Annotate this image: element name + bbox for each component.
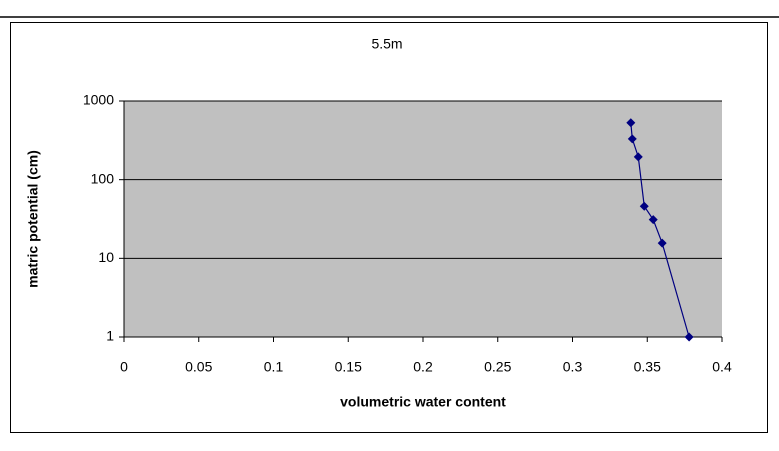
data-point [627,134,637,144]
x-tick-label: 0.4 [712,359,732,375]
x-tick-label: 0.1 [264,359,284,375]
x-tick-label: 0 [120,359,128,375]
data-point [626,118,636,128]
x-tick-label: 0.2 [413,359,433,375]
data-point [639,201,649,211]
plot-area [124,101,722,337]
data-point [684,332,694,342]
data-point [633,152,643,162]
x-tick-label: 0.15 [335,359,362,375]
x-axis-label: volumetric water content [340,394,506,410]
data-point [657,238,667,248]
y-tick-label: 100 [91,170,115,186]
x-tick-label: 0.35 [634,359,661,375]
y-axis-label: matric potential (cm) [25,150,41,288]
x-tick-label: 0.05 [185,359,212,375]
x-tick-label: 0.25 [484,359,511,375]
x-tick-label: 0.3 [563,359,583,375]
y-tick-label: 1000 [83,92,114,108]
chart-title: 5.5m [371,36,402,52]
y-tick-label: 1 [106,328,114,344]
y-tick-label: 10 [98,249,114,265]
data-point [648,215,658,225]
